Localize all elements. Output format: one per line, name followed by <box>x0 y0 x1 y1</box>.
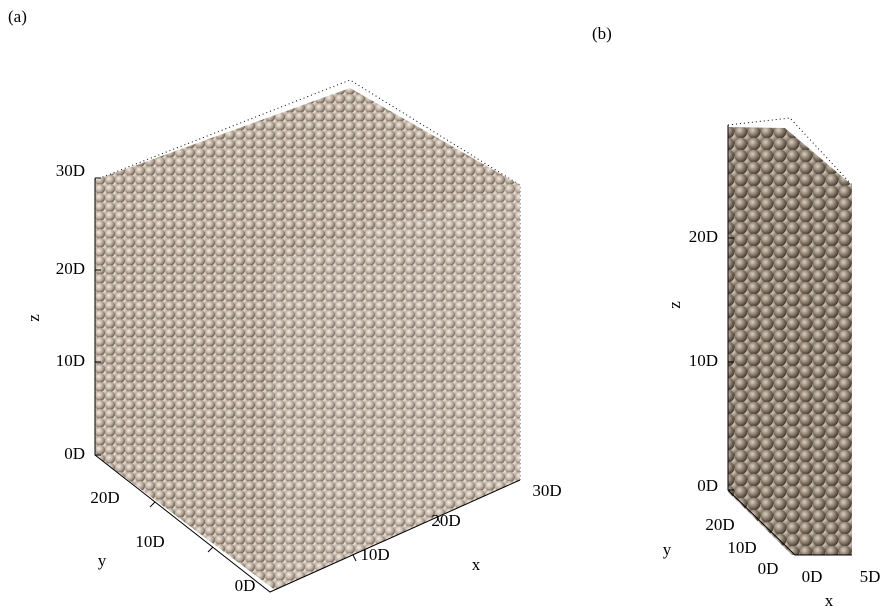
x-tick-label: 0D <box>802 567 823 586</box>
packing-front <box>792 185 852 555</box>
x-axis-label: x <box>825 591 834 610</box>
ticks <box>728 237 734 491</box>
y-tick-label: 10D <box>727 538 756 557</box>
z-tick-label: 20D <box>56 259 85 278</box>
y-tick-label: 0D <box>235 576 256 595</box>
y-axis-label: y <box>98 551 107 570</box>
z-tick-label: 30D <box>56 161 85 180</box>
z-tick-label: 0D <box>697 476 718 495</box>
ticks <box>95 177 441 562</box>
packing-top <box>728 127 852 188</box>
y-axis-label: y <box>663 540 672 559</box>
packing-left <box>95 180 275 590</box>
packing-right <box>272 185 520 590</box>
x-tick-label: 5D <box>860 567 881 586</box>
panel-label: (b) <box>592 24 612 43</box>
box-edge <box>94 79 521 480</box>
y-tick-label: 20D <box>705 515 734 534</box>
z-tick-label: 0D <box>64 444 85 463</box>
y-tick-label: 20D <box>90 488 119 507</box>
panel-label: (a) <box>8 7 27 26</box>
panel-a: (a) 0D 10D 20D 30D z 0D 10D 20D y 10D 20… <box>8 7 562 595</box>
z-tick-label: 10D <box>56 351 85 370</box>
axes <box>727 125 852 556</box>
axes <box>94 178 521 593</box>
x-tick-label: 10D <box>360 545 389 564</box>
packing-top <box>95 88 520 262</box>
panel-b: (b) 0D 10D 20D z 0D 10D 20D y 0D 5D x <box>592 24 880 610</box>
x-tick-label: 30D <box>532 481 561 500</box>
x-axis-label: x <box>472 555 481 574</box>
y-tick-label: 10D <box>135 532 164 551</box>
packing-left <box>728 127 792 555</box>
z-tick-label: 10D <box>689 351 718 370</box>
z-axis-label: z <box>665 301 684 309</box>
x-tick-label: 20D <box>431 511 460 530</box>
z-tick-label: 20D <box>689 227 718 246</box>
y-tick-label: 0D <box>758 559 779 578</box>
box-edge <box>727 117 853 186</box>
z-axis-label: z <box>24 314 43 322</box>
